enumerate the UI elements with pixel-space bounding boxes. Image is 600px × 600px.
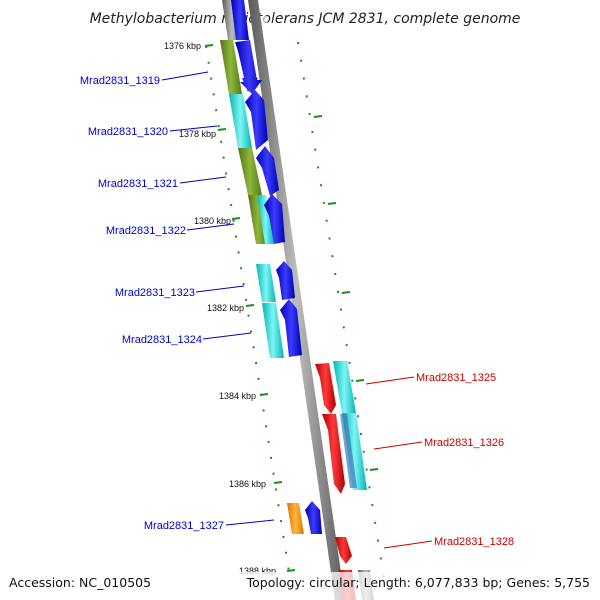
topology-text: Topology: circular; Length: 6,077,833 bp… [246,575,590,590]
gene-block-mrad2831-1324[interactable] [262,299,302,358]
kbp-label-1388: 1388 kbp [239,566,276,576]
gene-block-mrad2831-1319[interactable] [220,40,262,94]
right-guide-ticks [313,115,379,471]
gene-label-mrad2831-1320[interactable]: Mrad2831_1320 [88,126,168,138]
outer-guide-track-right [297,41,385,579]
kbp-label-1382: 1382 kbp [207,303,244,313]
gene-label-mrad2831-1324[interactable]: Mrad2831_1324 [122,334,202,346]
gene-label-mrad2831-1325[interactable]: Mrad2831_1325 [416,372,496,384]
map-title: Methylobacterium radiotolerans JCM 2831,… [90,11,521,27]
gene-block-mrad2831-1325[interactable] [315,361,356,414]
kbp-tick-marks [204,44,296,572]
kbp-label-1376: 1376 kbp [164,41,201,51]
gene-block-mrad2831-1328[interactable] [335,537,352,564]
gene-block-mrad2831-1327[interactable] [287,501,322,534]
gene-label-mrad2831-1323[interactable]: Mrad2831_1323 [115,287,195,299]
gene-block-top-partial [222,0,249,40]
gene-label-mrad2831-1326[interactable]: Mrad2831_1326 [424,437,504,449]
kbp-label-1378: 1378 kbp [179,129,216,139]
kbp-label-1386: 1386 kbp [229,479,266,489]
genome-backbone [248,0,351,600]
gene-block-mrad2831-1320[interactable] [229,90,268,150]
right-label-connectors [365,376,433,549]
kbp-label-1380: 1380 kbp [194,216,231,226]
footer-backdrop [0,572,600,600]
gene-block-mrad2831-1326[interactable] [322,413,367,494]
accession-text: Accession: NC_010505 [9,575,151,590]
gene-block-mrad2831-1322[interactable] [248,194,285,244]
gene-block-mrad2831-1323[interactable] [256,261,295,302]
gene-label-mrad2831-1328[interactable]: Mrad2831_1328 [434,536,514,548]
gene-label-mrad2831-1319[interactable]: Mrad2831_1319 [80,75,160,87]
outer-guide-track-left [205,45,291,579]
left-label-connectors [161,71,275,526]
gene-label-mrad2831-1327[interactable]: Mrad2831_1327 [144,520,224,532]
kbp-label-1384: 1384 kbp [219,391,256,401]
gene-block-mrad2831-1321[interactable] [238,146,279,196]
gene-label-mrad2831-1321[interactable]: Mrad2831_1321 [98,178,178,190]
gene-label-mrad2831-1322[interactable]: Mrad2831_1322 [106,225,186,237]
